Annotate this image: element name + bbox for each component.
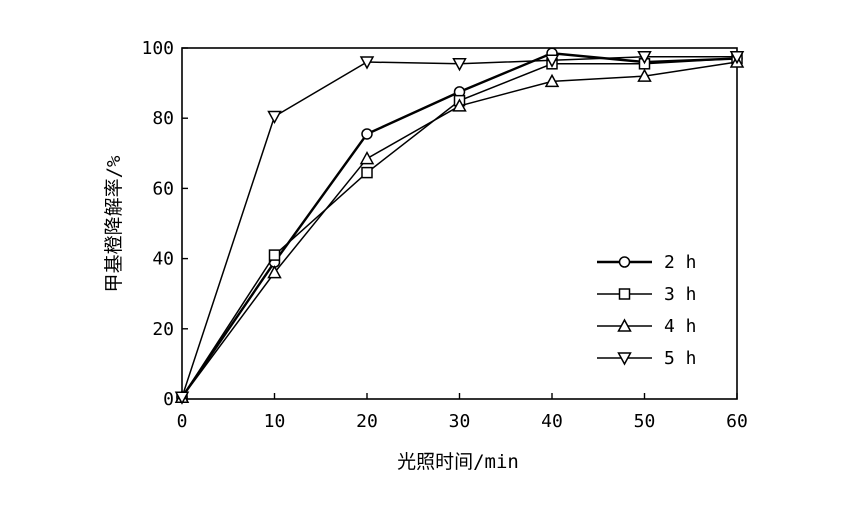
data-point <box>359 150 375 165</box>
data-point <box>268 249 281 261</box>
series-group <box>174 47 745 405</box>
x-tick-label: 40 <box>541 411 563 432</box>
data-point <box>359 56 375 70</box>
legend-marker <box>617 352 632 366</box>
series-3 <box>174 54 745 403</box>
legend-label: 4 h <box>664 316 697 337</box>
legend-label: 5 h <box>664 348 697 369</box>
legend-label: 2 h <box>664 252 697 273</box>
data-point <box>267 110 282 125</box>
axes: 0 10 20 30 40 50 60 0 20 40 60 80 100 <box>141 38 747 432</box>
data-point <box>174 391 190 405</box>
x-tick-label: 30 <box>449 411 471 432</box>
legend-label: 3 h <box>664 284 697 305</box>
data-point <box>544 54 560 68</box>
legend-item: 3 h <box>597 284 697 305</box>
x-tick-label: 60 <box>726 411 748 432</box>
y-tick-label: 100 <box>141 38 174 59</box>
x-tick-label: 10 <box>264 411 286 432</box>
legend-marker <box>617 318 632 332</box>
data-point <box>452 98 467 112</box>
x-axis-label: 光照时间/min <box>397 451 519 473</box>
x-tick-label: 20 <box>356 411 378 432</box>
data-point <box>452 58 467 72</box>
y-axis-label: 甲基橙降解率/% <box>103 155 125 292</box>
y-tick-label: 60 <box>152 178 174 199</box>
x-tick-label: 0 <box>177 411 188 432</box>
series-line <box>181 61 738 398</box>
data-point <box>637 51 652 65</box>
legend-marker <box>618 256 631 268</box>
data-point <box>637 68 652 82</box>
legend-item: 5 h <box>597 348 697 369</box>
data-point <box>729 51 745 65</box>
data-point <box>361 128 373 140</box>
y-tick-label: 20 <box>152 319 174 340</box>
y-tick-label: 80 <box>152 108 174 129</box>
data-point <box>361 166 373 179</box>
legend: 2 h 3 h 4 h 5 h <box>597 252 697 369</box>
y-tick-label: 0 <box>163 389 174 410</box>
series-4 <box>174 51 745 405</box>
legend-item: 2 h <box>597 252 697 273</box>
y-tick-label: 40 <box>152 249 174 270</box>
legend-marker <box>618 288 631 300</box>
legend-item: 4 h <box>597 316 697 337</box>
x-tick-label: 50 <box>634 411 656 432</box>
data-point <box>267 265 282 279</box>
data-point <box>544 73 560 88</box>
